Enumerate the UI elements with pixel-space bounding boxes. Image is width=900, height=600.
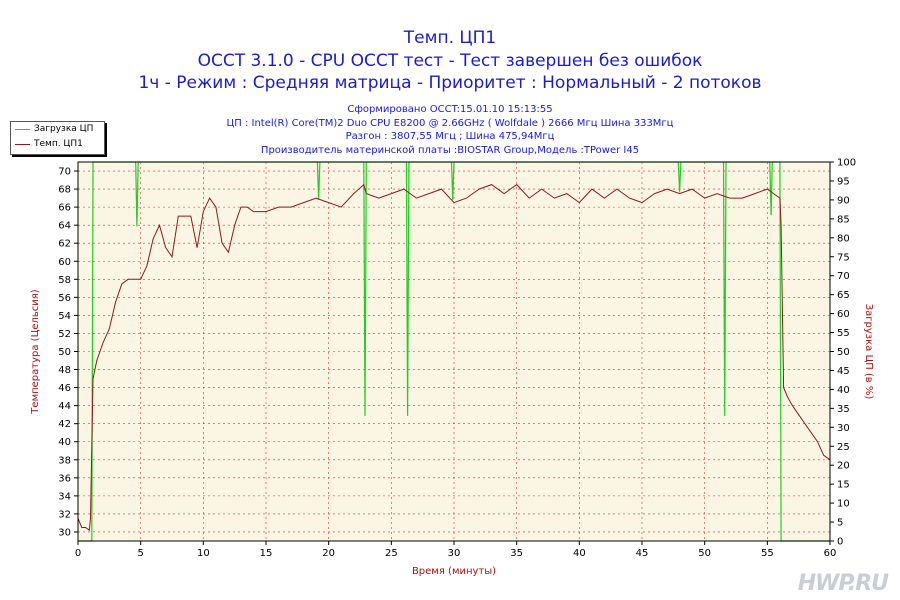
x-tick-label: 45: [636, 548, 649, 559]
chart-title: Темп. ЦП1: [403, 28, 497, 48]
info-overclock: Разгон : 3807,55 Мгц ; Шина 475,94Мгц: [345, 131, 555, 142]
legend-label-load: Загрузка ЦП: [34, 124, 94, 134]
x-tick-label: 10: [197, 548, 210, 559]
y-right-tick-label: 55: [837, 328, 850, 339]
y-left-tick-label: 32: [58, 509, 71, 520]
y-right-tick-label: 80: [837, 233, 850, 244]
y-right-tick-label: 65: [837, 290, 850, 301]
y-left-tick-label: 36: [58, 473, 71, 484]
y-left-tick-label: 68: [58, 185, 71, 196]
x-tick-label: 0: [75, 548, 81, 559]
watermark-logo: HWP.RU: [797, 571, 889, 596]
y-left-tick-label: 40: [58, 437, 71, 448]
y-right-tick-label: 35: [837, 404, 850, 415]
x-tick-label: 20: [322, 548, 335, 559]
y-left-tick-label: 70: [58, 167, 71, 178]
y-left-tick-label: 44: [58, 401, 71, 412]
series-line-cpu-temp: [77, 183, 831, 532]
legend-swatch-load: [15, 129, 30, 130]
chart-subtitle: OCCT 3.1.0 - CPU OCCT тест - Тест заверш…: [197, 51, 703, 71]
legend-swatch-temp: [15, 144, 30, 145]
info-generated: Сформировано OCCT:15.01.10 15:13:55: [347, 104, 553, 115]
legend-label-temp: Темп. ЦП1: [34, 139, 83, 149]
y-right-tick-label: 30: [837, 423, 850, 434]
y-left-tick-label: 52: [58, 329, 71, 340]
y-right-tick-label: 10: [837, 499, 850, 510]
y-axis-label-right: Загрузка ЦП (в %): [863, 304, 874, 400]
y-right-tick-label: 100: [837, 158, 856, 169]
y-left-tick-label: 62: [58, 239, 71, 250]
y-left-tick-label: 50: [58, 347, 71, 358]
y-right-tick-label: 45: [837, 366, 850, 377]
x-axis-label: Время (минуты): [412, 566, 496, 577]
x-tick-label: 50: [698, 548, 711, 559]
y-left-tick-label: 60: [58, 257, 71, 268]
y-left-tick-label: 54: [58, 311, 71, 322]
x-tick-label: 60: [824, 548, 837, 559]
legend-item-temp: Темп. ЦП1: [11, 137, 104, 152]
y-right-tick-label: 70: [837, 271, 850, 282]
y-left-tick-label: 30: [58, 527, 71, 538]
chart-mode-line: 1ч - Режим : Средняя матрица - Приоритет…: [138, 73, 762, 93]
y-right-tick-label: 5: [837, 518, 843, 529]
y-right-tick-label: 50: [837, 347, 850, 358]
legend-item-load: Загрузка ЦП: [11, 122, 104, 137]
info-cpu: ЦП : Intel(R) Core(TM)2 Duo CPU E8200 @ …: [226, 118, 674, 129]
y-right-tick-label: 15: [837, 480, 850, 491]
y-left-tick-label: 64: [58, 221, 71, 232]
tick-labels: 0 5 10 15 20 25 30 35 40 45 50 55 603032343638404244…: [58, 158, 856, 560]
x-tick-label: 35: [510, 548, 523, 559]
y-left-tick-label: 38: [58, 455, 71, 466]
y-left-tick-label: 56: [58, 293, 71, 304]
x-tick-label: 40: [573, 548, 586, 559]
y-left-tick-label: 46: [58, 383, 71, 394]
y-right-tick-label: 40: [837, 385, 850, 396]
y-right-tick-label: 60: [837, 309, 850, 320]
y-right-tick-label: 25: [837, 442, 850, 453]
y-right-tick-label: 85: [837, 214, 850, 225]
x-tick-label: 55: [761, 548, 774, 559]
x-tick-label: 25: [385, 548, 398, 559]
y-left-tick-label: 48: [58, 365, 71, 376]
x-tick-label: 5: [137, 548, 143, 559]
y-left-tick-label: 34: [58, 491, 71, 502]
y-right-tick-label: 75: [837, 252, 850, 263]
y-right-tick-label: 0: [837, 537, 843, 548]
chart-legend: Загрузка ЦП Темп. ЦП1: [10, 121, 105, 155]
y-right-tick-label: 95: [837, 176, 850, 187]
y-left-tick-label: 66: [58, 203, 71, 214]
x-tick-label: 30: [448, 548, 461, 559]
y-axis-label-left: Температура (Цельсия): [30, 289, 41, 414]
y-right-tick-label: 20: [837, 461, 850, 472]
y-right-tick-label: 90: [837, 195, 850, 206]
y-left-tick-label: 58: [58, 275, 71, 286]
info-motherboard: Производитель материнской платы :BIOSTAR…: [260, 145, 640, 156]
x-tick-label: 15: [260, 548, 273, 559]
y-left-tick-label: 42: [58, 419, 71, 430]
